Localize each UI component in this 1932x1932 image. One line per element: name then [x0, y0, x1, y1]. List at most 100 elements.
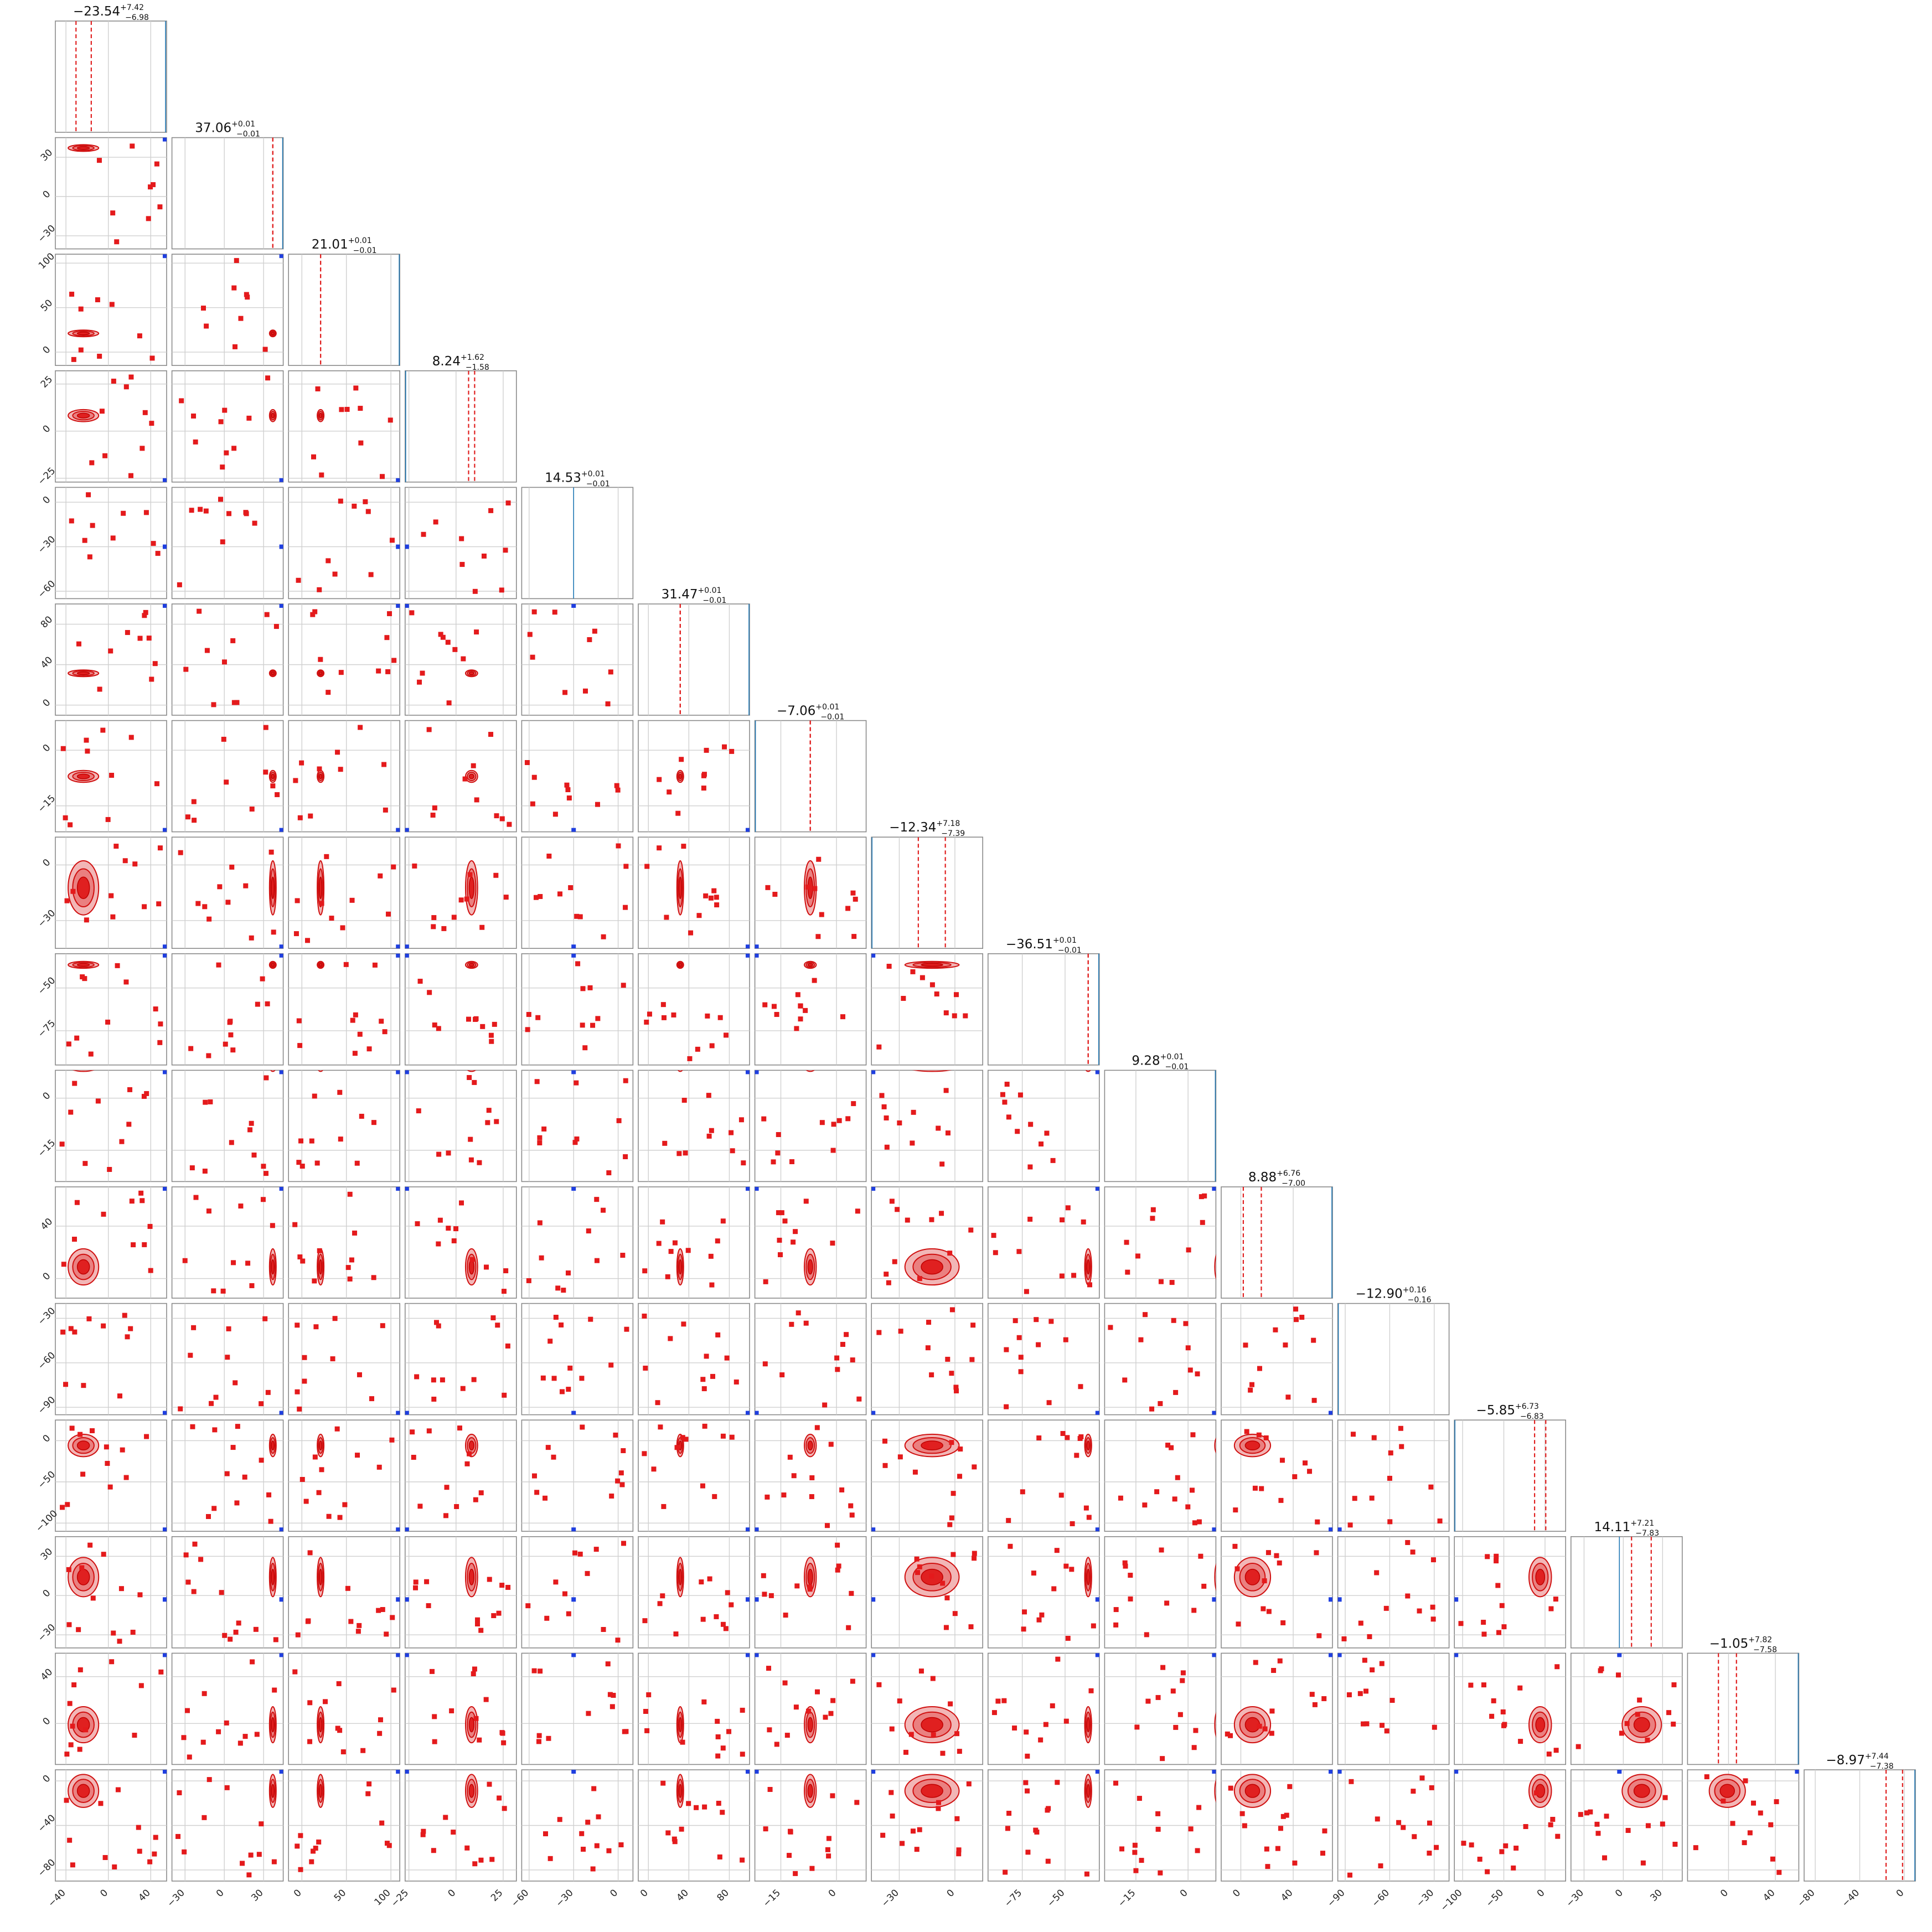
- sample-point: [265, 1389, 271, 1395]
- panel-frame: [871, 953, 983, 1066]
- sample-point: [85, 748, 90, 754]
- sample-point: [954, 1388, 959, 1394]
- sample-point: [144, 1091, 149, 1096]
- sample-point: [68, 1109, 74, 1115]
- sample-point: [1055, 1656, 1061, 1662]
- contour-inner: [318, 773, 323, 779]
- sample-point: [316, 1839, 322, 1845]
- sample-point: [89, 460, 95, 466]
- sample-point: [815, 1689, 820, 1695]
- truth-marker: [1454, 1770, 1459, 1774]
- sample-point: [642, 1451, 647, 1456]
- sample-point: [952, 1611, 958, 1616]
- sample-point: [712, 1494, 717, 1499]
- sample-point: [623, 905, 628, 910]
- panel-content: [55, 1536, 167, 1648]
- sample-point: [295, 1632, 301, 1637]
- y-tick-label: 0: [41, 857, 53, 869]
- sample-point: [615, 1637, 621, 1643]
- sample-point: [230, 1047, 236, 1053]
- sample-point: [1202, 1193, 1207, 1199]
- sample-point: [488, 508, 494, 513]
- sample-point: [566, 795, 572, 800]
- sample-point: [326, 558, 331, 564]
- truth-marker: [1454, 1597, 1459, 1602]
- sample-point: [270, 783, 276, 789]
- title-value: −12.34: [889, 820, 936, 835]
- sample-point: [1139, 1858, 1144, 1863]
- panel-content: [288, 604, 400, 715]
- sample-point: [1546, 1752, 1552, 1757]
- sample-point: [888, 1790, 894, 1795]
- contour-inner: [1086, 1259, 1090, 1275]
- sample-point: [1280, 1814, 1286, 1819]
- sample-point: [317, 766, 322, 772]
- contour-inner: [1633, 1784, 1650, 1798]
- contour-inner: [76, 963, 90, 967]
- sample-point: [826, 1853, 831, 1859]
- sample-point: [768, 1593, 774, 1598]
- sample-point: [79, 1565, 85, 1571]
- panel-frame: [1221, 1186, 1333, 1299]
- sample-point: [771, 1159, 776, 1165]
- sample-point: [1024, 1289, 1029, 1294]
- truth-marker: [396, 944, 400, 949]
- contour-inner: [271, 1259, 275, 1275]
- sample-point: [898, 1329, 903, 1334]
- sample-point: [1721, 1798, 1726, 1804]
- sample-point: [830, 1241, 835, 1246]
- sample-point: [1548, 1606, 1554, 1611]
- sample-point: [1584, 1810, 1590, 1816]
- sample-point: [954, 992, 959, 998]
- truth-marker: [396, 828, 400, 832]
- panel-content: [55, 1653, 167, 1765]
- sample-point: [700, 1616, 706, 1622]
- sample-point: [884, 1144, 890, 1150]
- sample-point: [110, 914, 116, 919]
- sample-point: [142, 904, 147, 910]
- sample-point: [472, 1079, 477, 1085]
- sample-point: [376, 1608, 381, 1613]
- sample-point: [143, 510, 149, 515]
- panel-content: [55, 604, 167, 715]
- sample-point: [656, 1241, 662, 1246]
- sample-point: [444, 1485, 450, 1490]
- sample-point: [575, 961, 581, 967]
- sample-point: [1108, 1325, 1113, 1330]
- panel-content: [288, 1303, 400, 1415]
- truth-marker: [1095, 1597, 1099, 1602]
- title-value: 14.11: [1594, 1520, 1630, 1535]
- panel-11-8: [988, 1303, 1100, 1416]
- truth-marker: [571, 604, 576, 608]
- sample-point: [203, 1099, 208, 1105]
- panel-8-5: [638, 953, 750, 1066]
- sample-point: [730, 1148, 735, 1154]
- panel-14-12: [1454, 1652, 1566, 1765]
- sample-point: [225, 1355, 230, 1360]
- sample-point: [123, 1475, 129, 1480]
- panel-content: [172, 1653, 283, 1765]
- sample-point: [432, 1714, 437, 1719]
- sample-point: [1145, 1698, 1151, 1704]
- sample-point: [485, 1120, 490, 1125]
- sample-point: [66, 1622, 72, 1628]
- panel-content: [1583, 1536, 1664, 1648]
- sample-point: [991, 1233, 996, 1238]
- sample-point: [1499, 1603, 1505, 1608]
- sample-point: [182, 1849, 187, 1854]
- sample-point: [66, 1041, 71, 1047]
- sample-point: [228, 1636, 233, 1642]
- panel-10-2: [288, 1186, 401, 1299]
- panel-13-0: 300−30: [36, 1536, 167, 1649]
- sample-point: [117, 1393, 122, 1399]
- panel-frame: [404, 1070, 517, 1182]
- sample-point: [181, 1735, 187, 1740]
- panel-content: [405, 1420, 516, 1532]
- sample-point: [715, 1753, 721, 1759]
- panel-9-9: 9.28+0.01 −0.01: [1104, 1052, 1217, 1182]
- sample-point: [1672, 1841, 1678, 1847]
- panel-15-1: −30 0 30: [165, 1769, 284, 1909]
- sample-point: [292, 1669, 298, 1675]
- panel-15-7: −30 0: [871, 1769, 983, 1909]
- sample-point: [1015, 1129, 1020, 1134]
